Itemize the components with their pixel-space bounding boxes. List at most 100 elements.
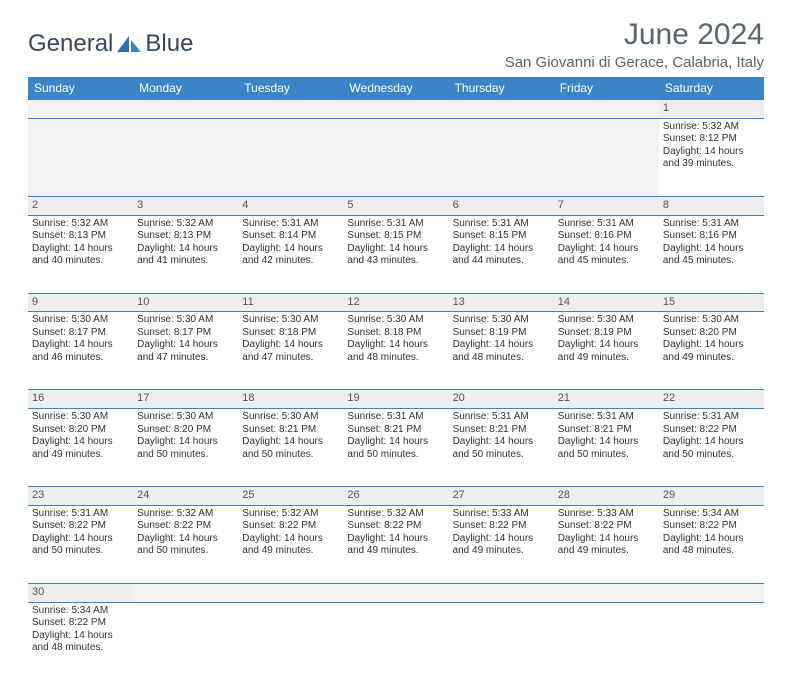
empty-cell bbox=[449, 100, 554, 119]
sunrise-text: Sunrise: 5:30 AM bbox=[242, 314, 339, 327]
daylight-text: Daylight: 14 hours bbox=[242, 533, 339, 546]
day-cell: Sunrise: 5:31 AMSunset: 8:16 PMDaylight:… bbox=[659, 215, 764, 293]
day-number-cell: 26 bbox=[343, 487, 448, 506]
sunset-text: Sunset: 8:22 PM bbox=[663, 520, 760, 533]
day-cell: Sunrise: 5:30 AMSunset: 8:17 PMDaylight:… bbox=[133, 312, 238, 390]
sunset-text: Sunset: 8:22 PM bbox=[137, 520, 234, 533]
sunrise-text: Sunrise: 5:31 AM bbox=[558, 218, 655, 231]
daylight-text: and 50 minutes. bbox=[663, 449, 760, 462]
daylight-text: Daylight: 14 hours bbox=[137, 533, 234, 546]
daylight-text: and 47 minutes. bbox=[242, 352, 339, 365]
daylight-text: Daylight: 14 hours bbox=[347, 243, 444, 256]
day-cell: Sunrise: 5:31 AMSunset: 8:21 PMDaylight:… bbox=[554, 409, 659, 487]
day-number-cell: 13 bbox=[449, 293, 554, 312]
sunset-text: Sunset: 8:22 PM bbox=[558, 520, 655, 533]
day-cell: Sunrise: 5:31 AMSunset: 8:15 PMDaylight:… bbox=[343, 215, 448, 293]
day-number-cell: 29 bbox=[659, 487, 764, 506]
day-cell: Sunrise: 5:32 AMSunset: 8:13 PMDaylight:… bbox=[133, 215, 238, 293]
day-number-cell: 15 bbox=[659, 293, 764, 312]
weekday-header: Thursday bbox=[449, 77, 554, 100]
sunrise-text: Sunrise: 5:32 AM bbox=[137, 218, 234, 231]
sail-icon bbox=[115, 34, 143, 54]
day-cell: Sunrise: 5:33 AMSunset: 8:22 PMDaylight:… bbox=[554, 505, 659, 583]
sunset-text: Sunset: 8:17 PM bbox=[32, 327, 129, 340]
day-cell: Sunrise: 5:32 AMSunset: 8:22 PMDaylight:… bbox=[343, 505, 448, 583]
day-number-cell: 1 bbox=[659, 100, 764, 119]
sunrise-text: Sunrise: 5:31 AM bbox=[347, 218, 444, 231]
sunrise-text: Sunrise: 5:34 AM bbox=[32, 605, 129, 618]
daylight-text: and 45 minutes. bbox=[558, 255, 655, 268]
day-cell: Sunrise: 5:32 AMSunset: 8:22 PMDaylight:… bbox=[133, 505, 238, 583]
day-cell: Sunrise: 5:30 AMSunset: 8:18 PMDaylight:… bbox=[343, 312, 448, 390]
daylight-text: Daylight: 14 hours bbox=[32, 630, 129, 643]
sunrise-text: Sunrise: 5:31 AM bbox=[242, 218, 339, 231]
day-number-cell: 22 bbox=[659, 390, 764, 409]
day-cell: Sunrise: 5:30 AMSunset: 8:19 PMDaylight:… bbox=[449, 312, 554, 390]
daylight-text: and 50 minutes. bbox=[137, 449, 234, 462]
sunset-text: Sunset: 8:12 PM bbox=[663, 133, 760, 146]
sunset-text: Sunset: 8:13 PM bbox=[137, 230, 234, 243]
empty-cell bbox=[343, 100, 448, 119]
empty-cell bbox=[554, 602, 659, 680]
day-cell: Sunrise: 5:30 AMSunset: 8:20 PMDaylight:… bbox=[133, 409, 238, 487]
daylight-text: Daylight: 14 hours bbox=[347, 436, 444, 449]
sunset-text: Sunset: 8:22 PM bbox=[347, 520, 444, 533]
empty-cell bbox=[28, 100, 133, 119]
empty-cell bbox=[28, 118, 133, 196]
daylight-text: Daylight: 14 hours bbox=[558, 243, 655, 256]
day-content-row: Sunrise: 5:32 AMSunset: 8:13 PMDaylight:… bbox=[28, 215, 764, 293]
day-content-row: Sunrise: 5:32 AMSunset: 8:12 PMDaylight:… bbox=[28, 118, 764, 196]
weekday-header: Tuesday bbox=[238, 77, 343, 100]
sunset-text: Sunset: 8:19 PM bbox=[558, 327, 655, 340]
sunrise-text: Sunrise: 5:33 AM bbox=[453, 508, 550, 521]
daylight-text: Daylight: 14 hours bbox=[453, 339, 550, 352]
day-number-cell: 10 bbox=[133, 293, 238, 312]
daylight-text: Daylight: 14 hours bbox=[558, 533, 655, 546]
day-cell: Sunrise: 5:32 AMSunset: 8:22 PMDaylight:… bbox=[238, 505, 343, 583]
daylight-text: and 48 minutes. bbox=[663, 545, 760, 558]
day-number-cell: 11 bbox=[238, 293, 343, 312]
daylight-text: Daylight: 14 hours bbox=[32, 243, 129, 256]
empty-cell bbox=[343, 118, 448, 196]
daylight-text: and 45 minutes. bbox=[663, 255, 760, 268]
daylight-text: Daylight: 14 hours bbox=[663, 243, 760, 256]
day-number-cell: 14 bbox=[554, 293, 659, 312]
day-number-cell: 7 bbox=[554, 196, 659, 215]
sunrise-text: Sunrise: 5:30 AM bbox=[32, 411, 129, 424]
sunset-text: Sunset: 8:21 PM bbox=[453, 424, 550, 437]
daylight-text: Daylight: 14 hours bbox=[663, 339, 760, 352]
sunset-text: Sunset: 8:22 PM bbox=[453, 520, 550, 533]
daylight-text: and 50 minutes. bbox=[453, 449, 550, 462]
day-number-cell: 2 bbox=[28, 196, 133, 215]
day-cell: Sunrise: 5:30 AMSunset: 8:18 PMDaylight:… bbox=[238, 312, 343, 390]
daylight-text: Daylight: 14 hours bbox=[137, 243, 234, 256]
sunrise-text: Sunrise: 5:32 AM bbox=[242, 508, 339, 521]
empty-cell bbox=[238, 118, 343, 196]
empty-cell bbox=[554, 100, 659, 119]
daylight-text: Daylight: 14 hours bbox=[347, 533, 444, 546]
day-content-row: Sunrise: 5:31 AMSunset: 8:22 PMDaylight:… bbox=[28, 505, 764, 583]
daylight-text: Daylight: 14 hours bbox=[453, 436, 550, 449]
sunset-text: Sunset: 8:21 PM bbox=[558, 424, 655, 437]
day-number-cell: 17 bbox=[133, 390, 238, 409]
day-number-row: 9101112131415 bbox=[28, 293, 764, 312]
empty-cell bbox=[449, 583, 554, 602]
day-cell: Sunrise: 5:32 AMSunset: 8:13 PMDaylight:… bbox=[28, 215, 133, 293]
weekday-header: Wednesday bbox=[343, 77, 448, 100]
day-number-row: 23242526272829 bbox=[28, 487, 764, 506]
day-cell: Sunrise: 5:31 AMSunset: 8:22 PMDaylight:… bbox=[28, 505, 133, 583]
day-number-row: 16171819202122 bbox=[28, 390, 764, 409]
sunrise-text: Sunrise: 5:30 AM bbox=[663, 314, 760, 327]
day-number-cell: 23 bbox=[28, 487, 133, 506]
empty-cell bbox=[133, 118, 238, 196]
logo-text-a: General bbox=[28, 30, 113, 58]
sunset-text: Sunset: 8:16 PM bbox=[558, 230, 655, 243]
day-cell: Sunrise: 5:34 AMSunset: 8:22 PMDaylight:… bbox=[659, 505, 764, 583]
daylight-text: and 49 minutes. bbox=[32, 449, 129, 462]
daylight-text: and 40 minutes. bbox=[32, 255, 129, 268]
empty-cell bbox=[659, 583, 764, 602]
daylight-text: Daylight: 14 hours bbox=[453, 533, 550, 546]
empty-cell bbox=[133, 602, 238, 680]
sunset-text: Sunset: 8:16 PM bbox=[663, 230, 760, 243]
location: San Giovanni di Gerace, Calabria, Italy bbox=[505, 54, 764, 71]
